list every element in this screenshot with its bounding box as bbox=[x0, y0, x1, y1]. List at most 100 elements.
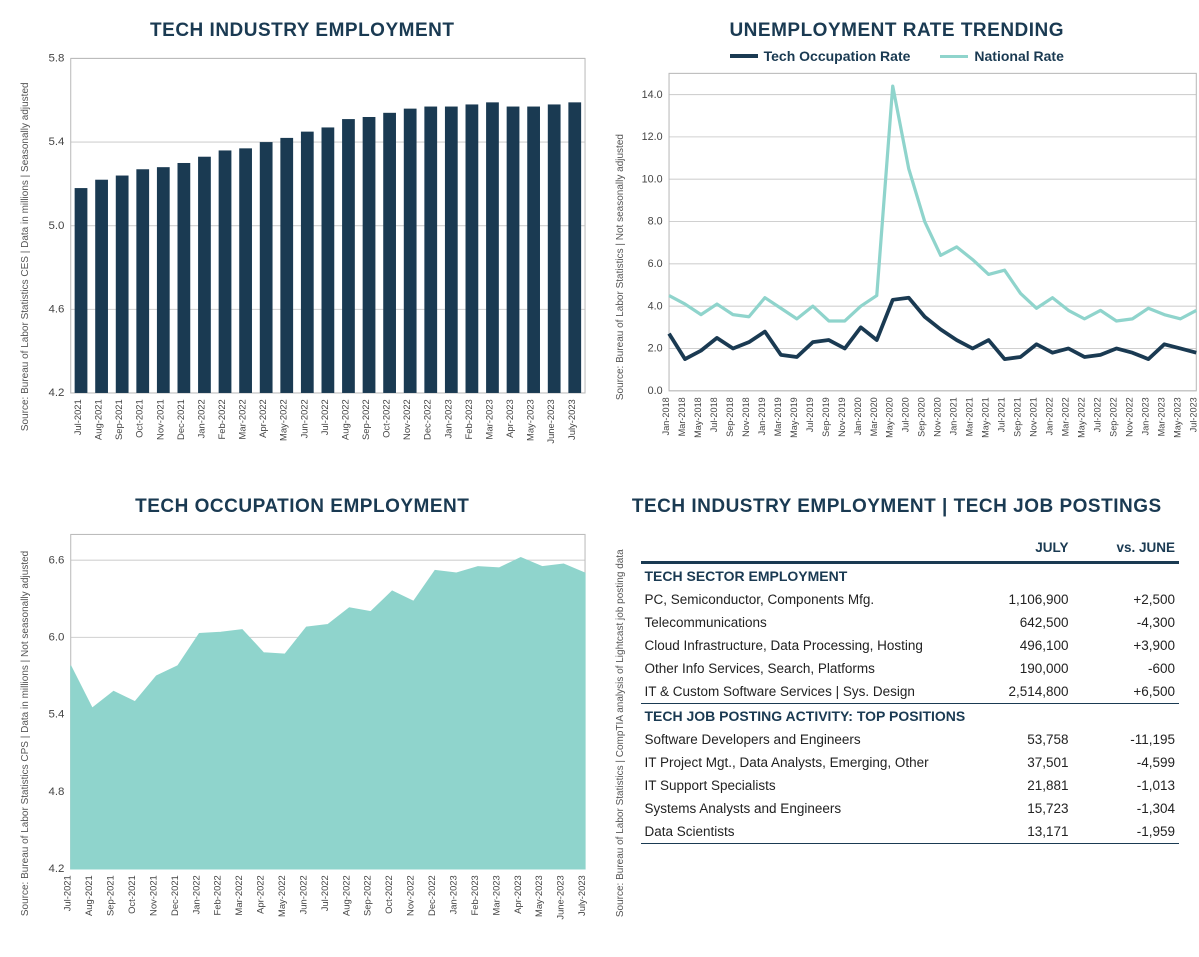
svg-text:Sep-2019: Sep-2019 bbox=[820, 397, 830, 437]
legend-swatch bbox=[940, 55, 968, 58]
row-label: Software Developers and Engineers bbox=[641, 728, 964, 751]
unemployment-trending-panel: UNEMPLOYMENT RATE TRENDING Tech Occupati… bbox=[615, 20, 1180, 466]
table-row: IT Project Mgt., Data Analysts, Emerging… bbox=[641, 751, 1180, 774]
svg-text:5.8: 5.8 bbox=[48, 53, 64, 65]
svg-text:Nov-2021: Nov-2021 bbox=[147, 875, 158, 916]
row-label: Data Scientists bbox=[641, 820, 964, 844]
svg-text:Dec-2022: Dec-2022 bbox=[422, 399, 433, 440]
svg-text:May-2018: May-2018 bbox=[692, 397, 702, 438]
svg-text:Sep-2022: Sep-2022 bbox=[360, 399, 371, 440]
svg-text:Jan-2020: Jan-2020 bbox=[852, 397, 862, 435]
svg-text:Jun-2022: Jun-2022 bbox=[298, 399, 309, 438]
svg-text:May-2019: May-2019 bbox=[788, 397, 798, 438]
legend-label: Tech Occupation Rate bbox=[764, 48, 911, 64]
table-row: Systems Analysts and Engineers15,723-1,3… bbox=[641, 797, 1180, 820]
row-value-july: 2,514,800 bbox=[964, 680, 1073, 704]
svg-text:10.0: 10.0 bbox=[641, 173, 662, 185]
svg-text:May-2020: May-2020 bbox=[884, 397, 894, 438]
svg-text:Aug-2022: Aug-2022 bbox=[339, 399, 350, 440]
svg-text:5.4: 5.4 bbox=[48, 136, 65, 148]
table-section-header: TECH SECTOR EMPLOYMENT bbox=[641, 563, 1180, 589]
row-label: Other Info Services, Search, Platforms bbox=[641, 657, 964, 680]
svg-text:Jun-2022: Jun-2022 bbox=[297, 875, 308, 914]
svg-text:6.0: 6.0 bbox=[647, 258, 662, 270]
row-label: IT Support Specialists bbox=[641, 774, 964, 797]
svg-text:May-2022: May-2022 bbox=[278, 399, 289, 441]
table-row: Data Scientists13,171-1,959 bbox=[641, 820, 1180, 844]
svg-text:Sep-2018: Sep-2018 bbox=[724, 397, 734, 437]
row-value-july: 37,501 bbox=[964, 751, 1073, 774]
svg-text:May-2023: May-2023 bbox=[525, 399, 536, 441]
svg-text:Nov-2021: Nov-2021 bbox=[1028, 397, 1038, 437]
row-value-july: 21,881 bbox=[964, 774, 1073, 797]
svg-text:July-2023: July-2023 bbox=[576, 875, 587, 916]
row-value-delta: +3,900 bbox=[1073, 634, 1179, 657]
row-value-delta: -4,599 bbox=[1073, 751, 1179, 774]
svg-text:Sep-2021: Sep-2021 bbox=[1012, 397, 1022, 437]
svg-text:Jul-2021: Jul-2021 bbox=[62, 875, 73, 911]
svg-text:Jul-2019: Jul-2019 bbox=[804, 397, 814, 432]
chart-title: UNEMPLOYMENT RATE TRENDING bbox=[615, 20, 1180, 42]
bar-chart: 4.24.65.05.45.8Jul-2021Aug-2021Sep-2021O… bbox=[31, 48, 596, 466]
row-label: IT Project Mgt., Data Analysts, Emerging… bbox=[641, 751, 964, 774]
table-header bbox=[641, 534, 964, 563]
svg-text:Sep-2022: Sep-2022 bbox=[1108, 397, 1118, 437]
employment-table: JULYvs. JUNETECH SECTOR EMPLOYMENTPC, Se… bbox=[641, 534, 1180, 844]
y-axis-label: Source: Bureau of Labor Statistics CES |… bbox=[20, 48, 31, 466]
svg-text:12.0: 12.0 bbox=[641, 131, 662, 143]
svg-text:6.0: 6.0 bbox=[48, 632, 64, 644]
svg-text:Aug-2021: Aug-2021 bbox=[93, 399, 104, 440]
svg-text:Jan-2022: Jan-2022 bbox=[195, 399, 206, 438]
svg-text:Mar-2020: Mar-2020 bbox=[868, 397, 878, 436]
table-row: Cloud Infrastructure, Data Processing, H… bbox=[641, 634, 1180, 657]
legend-item-national: National Rate bbox=[940, 48, 1063, 64]
svg-text:Jan-2021: Jan-2021 bbox=[948, 397, 958, 435]
svg-text:Mar-2022: Mar-2022 bbox=[1060, 397, 1070, 436]
row-value-july: 53,758 bbox=[964, 728, 1073, 751]
svg-text:Jul-2022: Jul-2022 bbox=[319, 399, 330, 435]
table-section-header: TECH JOB POSTING ACTIVITY: TOP POSITIONS bbox=[641, 704, 1180, 729]
svg-text:May-2022: May-2022 bbox=[276, 875, 287, 917]
svg-text:5.4: 5.4 bbox=[48, 709, 65, 721]
svg-text:5.0: 5.0 bbox=[48, 220, 64, 232]
legend-item-tech: Tech Occupation Rate bbox=[730, 48, 911, 64]
legend-swatch bbox=[730, 54, 758, 58]
svg-text:May-2023: May-2023 bbox=[1172, 397, 1182, 438]
row-label: Cloud Infrastructure, Data Processing, H… bbox=[641, 634, 964, 657]
svg-text:Jan-2023: Jan-2023 bbox=[1140, 397, 1150, 435]
svg-text:Sep-2020: Sep-2020 bbox=[916, 397, 926, 437]
svg-text:8.0: 8.0 bbox=[647, 216, 662, 228]
svg-text:Jan-2019: Jan-2019 bbox=[756, 397, 766, 435]
svg-text:Mar-2022: Mar-2022 bbox=[237, 399, 248, 439]
svg-text:Dec-2021: Dec-2021 bbox=[175, 399, 186, 440]
row-value-delta: -11,195 bbox=[1073, 728, 1179, 751]
svg-text:Sep-2022: Sep-2022 bbox=[362, 875, 373, 916]
row-value-july: 13,171 bbox=[964, 820, 1073, 844]
svg-text:Nov-2018: Nov-2018 bbox=[740, 397, 750, 437]
legend-label: National Rate bbox=[974, 48, 1063, 64]
svg-text:Dec-2022: Dec-2022 bbox=[426, 875, 437, 916]
svg-text:June-2023: June-2023 bbox=[555, 875, 566, 919]
svg-text:Jan-2022: Jan-2022 bbox=[1044, 397, 1054, 435]
svg-text:Feb-2022: Feb-2022 bbox=[212, 875, 223, 915]
row-label: PC, Semiconductor, Components Mfg. bbox=[641, 588, 964, 611]
svg-text:July-2023: July-2023 bbox=[566, 399, 577, 440]
y-axis-label: Source: Bureau of Labor Statistics | Not… bbox=[615, 68, 626, 466]
svg-text:Oct-2021: Oct-2021 bbox=[134, 399, 145, 438]
chart-title: TECH INDUSTRY EMPLOYMENT bbox=[20, 20, 585, 42]
svg-text:6.6: 6.6 bbox=[48, 554, 64, 566]
row-value-july: 496,100 bbox=[964, 634, 1073, 657]
svg-text:Mar-2018: Mar-2018 bbox=[677, 397, 687, 436]
svg-text:Jul-2021: Jul-2021 bbox=[72, 399, 83, 435]
svg-text:Feb-2022: Feb-2022 bbox=[216, 399, 227, 439]
svg-text:Dec-2021: Dec-2021 bbox=[169, 875, 180, 916]
row-value-delta: -1,959 bbox=[1073, 820, 1179, 844]
svg-text:June-2023: June-2023 bbox=[545, 399, 556, 443]
row-value-delta: +2,500 bbox=[1073, 588, 1179, 611]
row-label: IT & Custom Software Services | Sys. Des… bbox=[641, 680, 964, 704]
line-chart: 0.02.04.06.08.010.012.014.0Jan-2018Mar-2… bbox=[626, 68, 1199, 466]
svg-text:Sep-2021: Sep-2021 bbox=[113, 399, 124, 440]
svg-text:Jan-2018: Jan-2018 bbox=[661, 397, 671, 435]
svg-text:Jul-2022: Jul-2022 bbox=[1092, 397, 1102, 432]
svg-text:Nov-2022: Nov-2022 bbox=[401, 399, 412, 440]
